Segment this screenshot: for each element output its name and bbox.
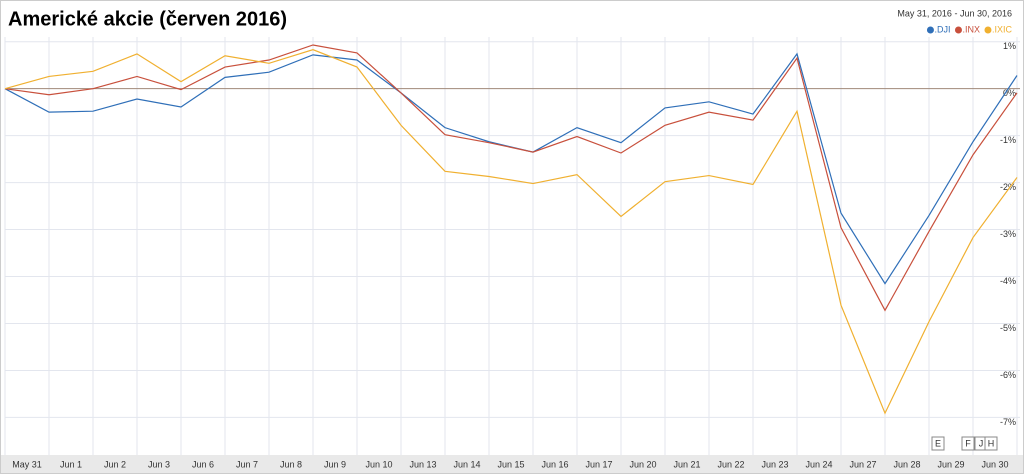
x-tick-label: Jun 15 bbox=[497, 459, 524, 469]
x-tick-label: Jun 7 bbox=[236, 459, 258, 469]
legend-dot bbox=[926, 26, 934, 34]
legend-label: .INX bbox=[962, 24, 980, 34]
x-tick-label: Jun 27 bbox=[849, 459, 876, 469]
date-range: May 31, 2016 - Jun 30, 2016 bbox=[897, 8, 1012, 18]
flag-box bbox=[961, 436, 975, 451]
series-line bbox=[4, 44, 1018, 312]
x-tick-label: Jun 17 bbox=[585, 459, 612, 469]
x-tick-label: Jun 6 bbox=[192, 459, 214, 469]
y-tick-label: -5% bbox=[1000, 323, 1016, 333]
x-tick-label: Jun 8 bbox=[280, 459, 302, 469]
flag-label: E bbox=[935, 438, 941, 448]
x-tick-label: Jun 28 bbox=[893, 459, 920, 469]
x-tick-label: May 31 bbox=[12, 459, 42, 469]
flag-box bbox=[984, 436, 998, 451]
x-tick-label: Jun 10 bbox=[365, 459, 392, 469]
y-tick-label: -2% bbox=[1000, 182, 1016, 192]
chart-title: Americké akcie (červen 2016) bbox=[8, 8, 287, 30]
flag-label: J bbox=[979, 438, 984, 448]
legend-label: .IXIC bbox=[992, 24, 1013, 34]
y-tick-label: -6% bbox=[1000, 370, 1016, 380]
y-tick-label: -4% bbox=[1000, 276, 1016, 286]
y-tick-label: -7% bbox=[1000, 417, 1016, 427]
x-tick-label: Jun 13 bbox=[409, 459, 436, 469]
legend-label: .DJI bbox=[934, 24, 950, 34]
x-tick-label: Jun 16 bbox=[541, 459, 568, 469]
flag-label: F bbox=[965, 438, 971, 448]
x-tick-label: Jun 30 bbox=[981, 459, 1008, 469]
y-tick-label: 1% bbox=[1003, 41, 1016, 51]
flag-label: H bbox=[988, 438, 995, 448]
x-tick-label: Jun 22 bbox=[717, 459, 744, 469]
x-tick-label: Jun 24 bbox=[805, 459, 832, 469]
x-tick-label: Jun 20 bbox=[629, 459, 656, 469]
flag-box bbox=[931, 436, 945, 451]
y-tick-label: -3% bbox=[1000, 229, 1016, 239]
x-tick-label: Jun 21 bbox=[673, 459, 700, 469]
legend-dot bbox=[954, 26, 962, 34]
x-axis-band bbox=[1, 455, 1023, 473]
x-tick-label: Jun 9 bbox=[324, 459, 346, 469]
series-line bbox=[4, 49, 1018, 415]
y-tick-label: 0% bbox=[1003, 88, 1016, 98]
legend-dot bbox=[984, 26, 992, 34]
x-tick-label: Jun 14 bbox=[453, 459, 480, 469]
y-tick-label: -1% bbox=[1000, 135, 1016, 145]
x-tick-label: Jun 3 bbox=[148, 459, 170, 469]
x-tick-label: Jun 29 bbox=[937, 459, 964, 469]
x-tick-label: Jun 2 bbox=[104, 459, 126, 469]
x-tick-label: Jun 1 bbox=[60, 459, 82, 469]
x-tick-label: Jun 23 bbox=[761, 459, 788, 469]
